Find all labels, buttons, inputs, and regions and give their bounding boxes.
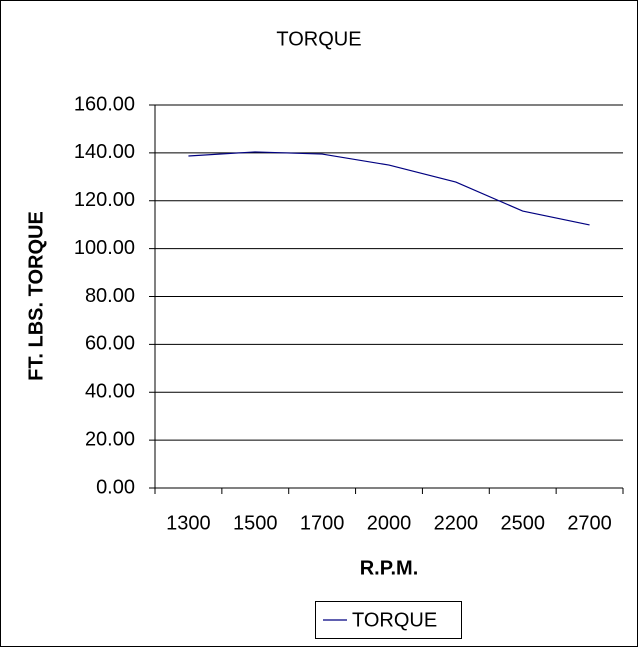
y-tick-label: 120.00 xyxy=(74,189,135,211)
line-series xyxy=(188,151,590,226)
x-tick-label: 1700 xyxy=(300,512,345,534)
x-tick-label: 2000 xyxy=(367,512,412,534)
x-axis-label: R.P.M. xyxy=(360,557,419,579)
y-tick-label: 40.00 xyxy=(85,381,135,403)
y-tick-label: 140.00 xyxy=(74,141,135,163)
y-tick-label: 20.00 xyxy=(85,428,135,450)
y-tick-label: 160.00 xyxy=(74,93,135,115)
legend-label: TORQUE xyxy=(352,609,437,631)
y-tick-label: 0.00 xyxy=(96,476,135,498)
x-tick-label: 2500 xyxy=(500,512,545,534)
y-axis-label: FT. LBS. TORQUE xyxy=(25,211,47,381)
x-tick-label: 1300 xyxy=(166,512,211,534)
chart-title: TORQUE xyxy=(276,28,361,50)
y-tick-label: 100.00 xyxy=(74,237,135,259)
x-tick-label: 2200 xyxy=(434,512,479,534)
x-tick-label: 2700 xyxy=(567,512,612,534)
y-tick-label: 80.00 xyxy=(85,285,135,307)
y-tick-label: 60.00 xyxy=(85,333,135,355)
x-tick-label: 1500 xyxy=(233,512,278,534)
